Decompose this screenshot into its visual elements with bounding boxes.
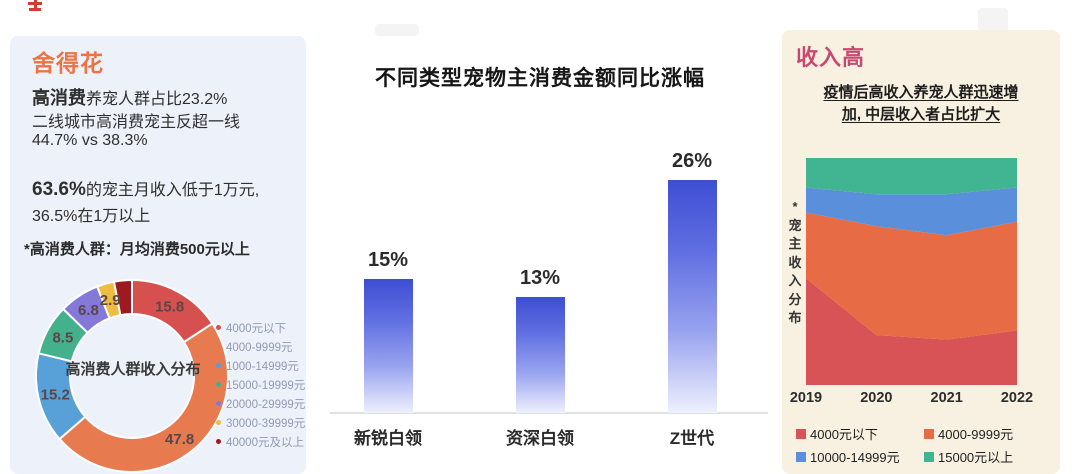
legend-color-dot — [216, 439, 221, 444]
legend-label: 4000元以下 — [226, 322, 287, 335]
donut-legend-item: 4000-9999元 — [216, 337, 305, 356]
legend-color-dot — [216, 344, 221, 349]
donut-value-label: 8.5 — [52, 330, 73, 347]
year-tick-2019: 2019 — [789, 390, 823, 406]
income-donut-chart: 15.8 47.8 15.2 8.5 6.82.9 — [35, 278, 229, 473]
bar-category-label: 新锐白领 — [354, 429, 422, 448]
area-chart-legend: 4000元以下 4000-9999元 10000-14999元 15000元以上 — [796, 424, 1048, 466]
donut-value-label: 47.8 — [165, 431, 194, 448]
side-label-char: 宠 — [788, 217, 802, 233]
side-label-char: 收 — [788, 254, 802, 270]
side-label-char: 分 — [788, 291, 802, 307]
area-band-4000-9999元 — [806, 212, 1017, 340]
year-tick-2020: 2020 — [860, 390, 893, 406]
bar-value-label: 15% — [367, 249, 409, 271]
legend-color-square — [796, 451, 806, 462]
legend-color-dot — [216, 420, 221, 425]
area-legend-item: 4000元以下 — [796, 424, 924, 443]
area-legend-item: 15000元以上 — [924, 447, 1048, 466]
donut-legend-item: 15000-19999元 — [216, 375, 305, 394]
side-label-char: 入 — [788, 273, 802, 288]
legend-label: 4000-9999元 — [938, 427, 1014, 442]
side-label-asterisk: * — [792, 199, 798, 214]
legend-label: 20000-29999元 — [226, 398, 306, 411]
donut-legend-item: 4000元以下 — [216, 318, 305, 337]
stat-income-above-10k: 36.5%在1万以上 — [32, 208, 151, 225]
bar-category-label: 资深白领 — [506, 429, 574, 448]
bar-Z世代 — [667, 180, 717, 413]
area-legend-item: 4000-9999元 — [924, 424, 1048, 443]
area-band-10000-14999元 — [806, 187, 1017, 236]
donut-legend-item: 1000-14999元 — [216, 356, 305, 375]
area-band-4000元以下 — [806, 278, 1017, 385]
donut-center-label: 高消费人群收入分布 — [65, 361, 201, 378]
donut-value-label: 2.9 — [100, 292, 121, 309]
bar-value-label: 13% — [519, 267, 561, 289]
year-tick-2022: 2022 — [1000, 390, 1034, 406]
bar-资深白领 — [515, 297, 565, 413]
legend-label: 1000-14999元 — [226, 360, 299, 373]
legend-color-dot — [216, 382, 221, 387]
area-legend-item: 10000-14999元 — [796, 447, 924, 466]
clipped-red-glyph — [28, 0, 42, 11]
legend-label: 15000-19999元 — [226, 379, 306, 392]
left-panel-title: 舍得花 — [32, 50, 104, 76]
legend-color-square — [796, 428, 806, 439]
legend-label: 4000元以下 — [810, 427, 878, 442]
stat-high-spend-share: 高消费养宠人群占比23.2% — [32, 88, 228, 108]
watermark-blob — [375, 24, 419, 36]
legend-label: 15000元以上 — [938, 450, 1014, 465]
stat-income-below-10k: 63.6%的宠主月收入低于1万元, — [32, 179, 260, 200]
income-distribution-area-chart — [806, 158, 1017, 385]
donut-value-label: 6.8 — [78, 302, 99, 319]
legend-label: 30000-39999元 — [226, 417, 306, 430]
side-label-char: 主 — [788, 236, 802, 251]
donut-value-label: 15.8 — [155, 299, 184, 316]
stat-vs-values: 44.7% vs 38.3% — [32, 132, 148, 149]
side-label-char: 布 — [788, 310, 802, 325]
donut-legend-item: 20000-29999元 — [216, 394, 305, 413]
legend-color-dot — [216, 325, 221, 330]
high-spend-panel: 舍得花 高消费养宠人群占比23.2% 二线城市高消费宠主反超一线 44.7% v… — [10, 36, 306, 474]
legend-color-dot — [216, 363, 221, 368]
bar-category-label: Z世代 — [669, 429, 715, 448]
bar-新锐白领 — [363, 279, 413, 413]
legend-color-square — [924, 451, 934, 462]
year-tick-2021: 2021 — [930, 390, 963, 406]
area-band-15000元以上 — [806, 158, 1017, 195]
donut-slice-6 — [112, 278, 133, 317]
legend-label: 10000-14999元 — [810, 450, 900, 465]
high-spend-definition-note: *高消费人群：月均消费500元以上 — [24, 241, 250, 258]
donut-legend: 4000元以下 4000-9999元 1000-14999元 15000-19999元… — [216, 318, 305, 451]
legend-color-dot — [216, 401, 221, 406]
bar-chart-baseline — [330, 412, 768, 414]
right-panel-title: 收入高 — [796, 45, 866, 70]
legend-label: 4000-9999元 — [226, 341, 293, 354]
right-panel-subtitle: 疫情后高收入养宠人群迅速增 加, 中层收入者占比扩大 — [823, 84, 1019, 123]
area-chart-side-label: * 宠主收入分布 — [786, 198, 804, 328]
donut-legend-item: 40000元及以上 — [216, 432, 305, 451]
bar-value-label: 26% — [671, 150, 713, 172]
stat-tier2-city: 二线城市高消费宠主反超一线 — [32, 114, 241, 131]
bar-chart-title: 不同类型宠物主消费金额同比涨幅 — [375, 67, 705, 90]
donut-slice-1 — [58, 322, 229, 473]
watermark-blob — [978, 8, 1008, 34]
donut-value-label: 15.2 — [41, 387, 70, 404]
legend-color-square — [924, 428, 934, 439]
high-income-panel: 收入高 疫情后高收入养宠人群迅速增 加, 中层收入者占比扩大 * 宠主收入分布 2… — [782, 30, 1060, 474]
legend-label: 40000元及以上 — [226, 436, 304, 449]
donut-legend-item: 30000-39999元 — [216, 413, 305, 432]
